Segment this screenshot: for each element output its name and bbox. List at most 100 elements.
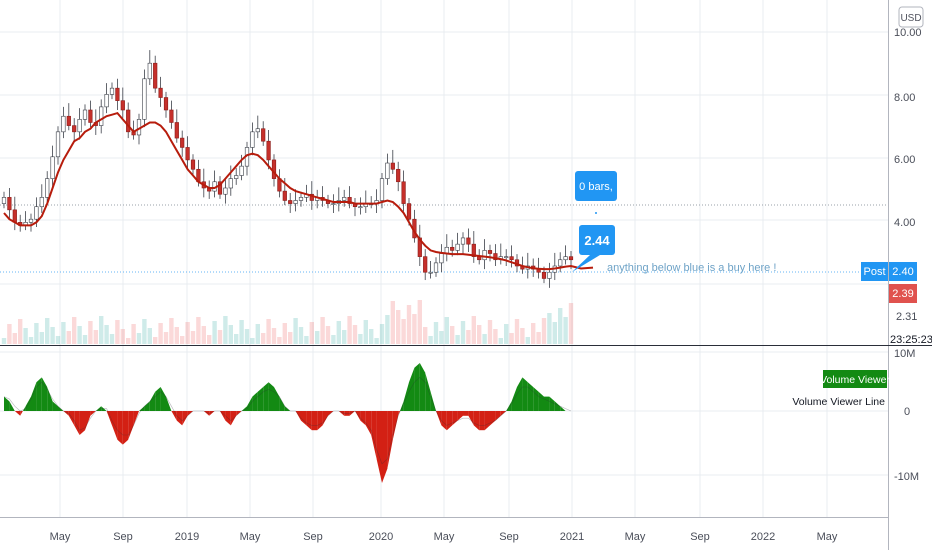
candle-body	[228, 178, 233, 189]
last-price-label: 2.39	[892, 288, 913, 300]
volume-bar	[541, 318, 547, 344]
volume-bar	[142, 319, 147, 344]
post-value-label: 2.40	[892, 266, 913, 278]
volume-bar	[99, 316, 104, 344]
oscillator-positive-area	[25, 396, 31, 411]
candle-body	[293, 200, 298, 204]
time-tick-label: May	[817, 531, 838, 543]
time-tick-label: Sep	[303, 531, 323, 543]
post-value-box	[889, 262, 917, 281]
volume-viewer-oscillator	[3, 363, 572, 483]
volume-bar	[531, 323, 536, 344]
candle-body	[77, 119, 82, 133]
oscillator-positive-area	[160, 387, 166, 411]
oscillator-negative-area	[176, 411, 183, 426]
candle-body	[217, 181, 223, 195]
candle-body	[558, 259, 563, 267]
oscillator-negative-area	[500, 411, 507, 416]
bars-annotation[interactable]: 0 bars,	[575, 171, 617, 214]
time-tick-label: Sep	[113, 531, 133, 543]
volume-bar	[331, 335, 336, 344]
candle-body	[142, 78, 147, 120]
volume-viewer-legend[interactable]: Volume Viewer Volume Viewer Line	[792, 370, 890, 408]
price-tick: 10.00	[894, 27, 922, 39]
candle-body	[401, 181, 406, 204]
oscillator-positive-area	[544, 396, 550, 411]
candle-body	[504, 256, 509, 258]
oscillator-positive-area	[419, 363, 426, 411]
volume-bar	[455, 335, 460, 344]
oscillator-negative-area	[220, 411, 226, 421]
oscillator-positive-area	[149, 391, 156, 411]
buy-note-text[interactable]: anything below blue is a buy here !	[607, 262, 776, 274]
price-callout[interactable]: 2.44	[572, 225, 615, 272]
candle-body	[261, 128, 266, 142]
volume-viewer-line	[3, 376, 572, 465]
oscillator-negative-area	[225, 411, 231, 426]
oscillator-positive-area	[47, 387, 53, 411]
volume-bar	[293, 318, 298, 344]
bar-countdown: 23:25:23	[890, 334, 932, 346]
volume-bar	[520, 328, 525, 344]
candle-body	[190, 159, 196, 170]
oscillator-negative-area	[122, 411, 129, 445]
oscillator-negative-area	[317, 411, 323, 431]
oscillator-positive-area	[517, 377, 523, 411]
oscillator-negative-area	[457, 411, 463, 421]
candle-body	[541, 271, 547, 279]
time-tick-label: 2021	[560, 531, 584, 543]
currency-button[interactable]: USD	[898, 6, 924, 28]
post-tag-box	[861, 262, 888, 281]
oscillator-negative-area	[338, 411, 345, 416]
oscillator-positive-area	[9, 401, 15, 411]
candle-body	[255, 128, 260, 133]
post-price-tag[interactable]: Post 2.40	[861, 262, 917, 281]
volume-bar	[374, 338, 379, 344]
last-price-tag[interactable]: 2.39	[889, 284, 917, 303]
oscillator-negative-area	[349, 411, 355, 416]
volume-bar	[77, 326, 82, 344]
price-axis-ticks: 10.00 8.00 6.00 4.00 2.31	[894, 27, 922, 323]
volume-bar	[412, 314, 417, 344]
volume-bar	[504, 324, 509, 344]
post-tag-label: Post	[863, 266, 885, 278]
candle-body	[547, 271, 552, 279]
candle-body	[266, 140, 271, 161]
volume-bar	[82, 335, 88, 344]
candle-body	[180, 137, 185, 148]
horizontal-levels[interactable]	[0, 204, 888, 273]
volume-bar	[255, 324, 260, 344]
time-axis[interactable]: May Sep 2019 May Sep 2020 May Sep 2021 May Sep 2022…	[50, 531, 838, 543]
oscillator-positive-area	[268, 382, 274, 411]
oscillator-negative-area	[14, 411, 21, 416]
currency-label: USD	[900, 13, 921, 24]
candle-body	[147, 62, 152, 80]
volume-bar	[482, 334, 487, 344]
volume-bar	[39, 332, 44, 344]
oscillator-negative-area	[203, 411, 210, 416]
volume-bar	[239, 320, 244, 344]
moving-average-line[interactable]	[3, 111, 594, 271]
oscillator-negative-area	[376, 411, 382, 483]
volume-bar	[212, 321, 217, 344]
volume-bar	[223, 316, 228, 344]
time-tick-label: May	[50, 531, 71, 543]
candle-body	[568, 256, 574, 261]
oscillator-positive-area	[22, 406, 26, 411]
oscillator-negative-area	[209, 411, 215, 416]
volume-bar	[390, 301, 395, 344]
indicator-axis-ticks: 10M 0 -10M	[894, 348, 919, 483]
candle-body	[450, 246, 455, 251]
candle-body	[406, 203, 412, 220]
candle-body	[88, 109, 93, 123]
volume-bar	[61, 322, 66, 344]
candle-body	[169, 109, 174, 123]
candle-body	[460, 237, 466, 245]
oscillator-negative-area	[230, 411, 237, 426]
candle-body	[72, 125, 77, 133]
candle-body	[482, 250, 487, 261]
price-callout-text: 2.44	[584, 233, 610, 248]
oscillator-positive-area	[430, 391, 436, 411]
candle-body	[45, 178, 50, 198]
